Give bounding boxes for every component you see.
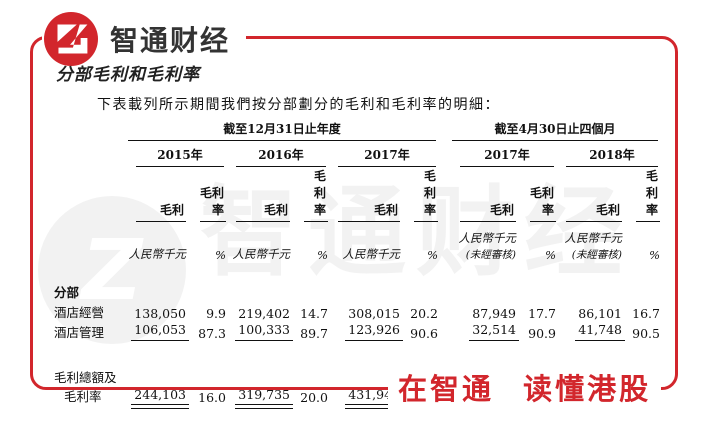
total-cell: 16.0 — [198, 390, 226, 405]
value-cell: 14.7 — [300, 306, 328, 321]
total-cell: 431,941 — [328, 359, 403, 409]
profit-header: 毛利 — [328, 167, 400, 222]
year-2016: 2016年 — [226, 141, 328, 167]
unit-currency: 人民幣千元 — [342, 247, 401, 261]
unit-percent: % — [427, 248, 438, 262]
total-cell: 319,735 — [226, 359, 293, 409]
value-cell: 16.7 — [632, 306, 660, 321]
value-cell: 90.9 — [528, 326, 556, 341]
value-cell: 90.6 — [410, 326, 438, 341]
unit-percent: % — [317, 248, 328, 262]
value-cell: 138,050 — [134, 306, 186, 321]
col-group-four-months: 截至4月30日止四個月 — [450, 120, 660, 141]
subcolumn-header-row: 毛利 毛利率 毛利 毛利率 毛利 毛利率 毛利 毛利率 毛利 毛利率 — [54, 167, 660, 222]
unit-currency-unaudited: 人民幣千元 (未經審核) — [458, 231, 517, 261]
table-row-hotel-operation: 酒店經營 138,050 9.9 219,402 14.7 308,015 20… — [54, 301, 660, 321]
units-row: 人民幣千元 % 人民幣千元 % 人民幣千元 % 人民幣千元 (未經審核) % 人… — [54, 222, 661, 262]
value-cell: 9.9 — [206, 306, 226, 321]
margin-header: 毛利率 — [516, 167, 556, 222]
logo-z-glyph — [57, 24, 88, 54]
total-label: 毛利總額及 毛利率 — [54, 370, 117, 404]
section-row: 分部 — [54, 282, 660, 301]
value-cell: 219,402 — [238, 306, 290, 321]
value-cell: 41,748 — [556, 321, 625, 341]
margin-header: 毛利率 — [186, 167, 226, 222]
margin-header: 毛利率 — [400, 167, 438, 222]
gross-profit-table: 截至12月31日止年度 截至4月30日止四個月 2015年 2016年 2017… — [54, 120, 661, 409]
unit-currency-unaudited: 人民幣千元 (未經審核) — [564, 231, 623, 261]
unit-percent: % — [215, 248, 226, 262]
table-row-hotel-management: 酒店管理 106,053 87.3 100,333 89.7 123,926 9… — [54, 321, 660, 341]
group-header-row: 截至12月31日止年度 截至4月30日止四個月 — [54, 120, 660, 141]
brand-slogan: 在智通 读懂港股 — [388, 366, 662, 412]
profit-header: 毛利 — [226, 167, 290, 222]
intro-sentence: 下表載列所示期間我們按分部劃分的毛利和毛利率的明細： — [97, 97, 500, 113]
unit-percent: % — [545, 248, 556, 262]
profit-header: 毛利 — [126, 167, 186, 222]
value-cell: 123,926 — [328, 321, 403, 341]
year-2017: 2017年 — [328, 141, 438, 167]
value-cell: 86,101 — [578, 306, 622, 321]
value-cell: 20.2 — [410, 306, 438, 321]
margin-header: 毛利率 — [622, 167, 660, 222]
margin-header: 毛利率 — [290, 167, 328, 222]
unit-currency: 人民幣千元 — [128, 247, 187, 261]
row-label: 酒店管理 — [54, 325, 105, 340]
total-cell: 244,103 — [126, 359, 189, 409]
value-cell: 308,015 — [348, 306, 400, 321]
value-cell: 106,053 — [126, 321, 189, 341]
section-label: 分部 — [54, 285, 80, 300]
year-2017-4m: 2017年 — [450, 141, 556, 167]
unit-percent: % — [649, 248, 660, 262]
value-cell: 87.3 — [198, 326, 226, 341]
brand-name: 智通财经 — [110, 24, 231, 57]
value-cell: 17.7 — [528, 306, 556, 321]
row-label: 酒店經營 — [54, 305, 105, 320]
total-cell: 20.0 — [300, 390, 328, 405]
year-2015: 2015年 — [126, 141, 226, 167]
brand-header: 智通财经 — [42, 10, 247, 70]
unit-currency: 人民幣千元 — [232, 247, 291, 261]
year-header-row: 2015年 2016年 2017年 2017年 2018年 — [54, 141, 660, 167]
red-frame-border — [30, 36, 678, 390]
value-cell: 32,514 — [450, 321, 519, 341]
value-cell: 87,949 — [472, 306, 516, 321]
profit-header: 毛利 — [556, 167, 622, 222]
value-cell: 100,333 — [226, 321, 293, 341]
zhitong-logo-icon — [44, 12, 98, 66]
value-cell: 89.7 — [300, 326, 328, 341]
year-2018-4m: 2018年 — [556, 141, 660, 167]
card-title: 分部毛利和毛利率 — [56, 65, 200, 85]
col-group-annual: 截至12月31日止年度 — [126, 120, 438, 141]
profit-header: 毛利 — [450, 167, 516, 222]
value-cell: 90.5 — [632, 326, 660, 341]
